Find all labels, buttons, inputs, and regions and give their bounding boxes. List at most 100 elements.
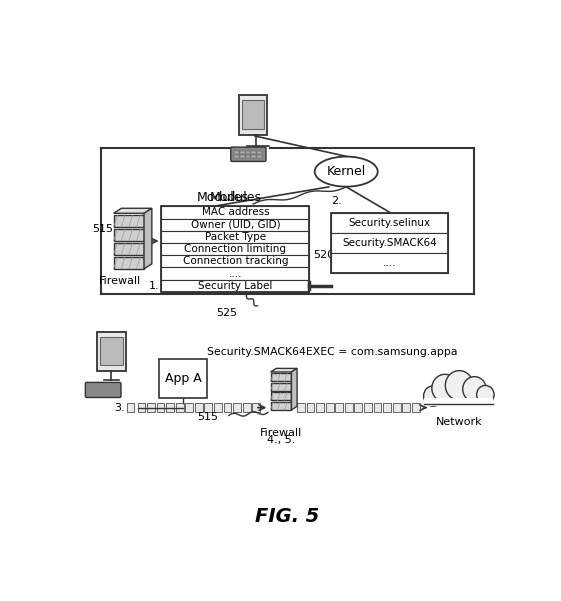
Bar: [113, 229, 144, 241]
Text: Modules: Modules: [209, 191, 261, 204]
Bar: [162, 255, 309, 267]
Bar: [251, 156, 256, 158]
Bar: [162, 279, 309, 292]
Bar: [355, 403, 362, 412]
Bar: [270, 373, 291, 382]
Polygon shape: [144, 209, 152, 269]
Circle shape: [463, 377, 486, 401]
Text: App A: App A: [165, 372, 201, 385]
Bar: [307, 403, 315, 412]
Text: 4., 5.: 4., 5.: [267, 435, 295, 445]
Text: Modules: Modules: [196, 191, 249, 204]
Bar: [147, 403, 155, 412]
Bar: [233, 403, 241, 412]
FancyBboxPatch shape: [85, 382, 121, 397]
Ellipse shape: [315, 157, 378, 187]
Bar: [157, 403, 164, 412]
Bar: [326, 403, 334, 412]
Text: Connection tracking: Connection tracking: [182, 257, 288, 266]
Bar: [331, 254, 448, 273]
Polygon shape: [113, 209, 152, 213]
Text: Kernel: Kernel: [327, 165, 366, 178]
Bar: [270, 401, 291, 410]
Bar: [162, 267, 309, 279]
Text: 2.: 2.: [331, 197, 342, 206]
Text: 3.: 3.: [114, 403, 125, 413]
Text: 1.: 1.: [149, 281, 159, 291]
Bar: [270, 392, 291, 400]
Bar: [257, 151, 261, 154]
Text: FIG. 5: FIG. 5: [255, 507, 320, 526]
Bar: [162, 243, 309, 255]
Bar: [425, 398, 493, 406]
Bar: [335, 403, 343, 412]
Text: Security.SMACK64EXEC = com.samsung.appa: Security.SMACK64EXEC = com.samsung.appa: [207, 347, 458, 357]
Bar: [166, 403, 174, 412]
Bar: [393, 403, 401, 412]
Bar: [257, 156, 261, 158]
Text: Firewall: Firewall: [99, 276, 141, 285]
Text: Packet Type: Packet Type: [205, 232, 266, 242]
Bar: [240, 156, 245, 158]
Bar: [224, 403, 232, 412]
FancyBboxPatch shape: [231, 147, 266, 162]
Bar: [240, 151, 245, 154]
Text: Connection limiting: Connection limiting: [185, 244, 286, 254]
Bar: [204, 403, 212, 412]
Bar: [243, 403, 251, 412]
Bar: [331, 213, 448, 233]
Text: ....: ....: [383, 258, 397, 269]
Bar: [234, 151, 239, 154]
Bar: [331, 213, 448, 273]
Bar: [402, 403, 410, 412]
Text: MAC address: MAC address: [201, 207, 269, 218]
Bar: [251, 151, 256, 154]
Text: 525: 525: [216, 308, 237, 318]
Bar: [246, 151, 250, 154]
Circle shape: [445, 371, 473, 400]
Bar: [331, 233, 448, 254]
Circle shape: [432, 374, 458, 402]
Bar: [100, 337, 123, 365]
Text: Security.SMACK64: Security.SMACK64: [342, 239, 437, 248]
Bar: [162, 206, 309, 219]
Bar: [234, 156, 239, 158]
Bar: [137, 403, 145, 412]
Bar: [316, 403, 324, 412]
Bar: [246, 156, 250, 158]
Polygon shape: [270, 368, 297, 372]
Text: 520: 520: [314, 250, 335, 260]
Bar: [162, 219, 309, 231]
Bar: [113, 257, 144, 269]
Text: Network: Network: [436, 417, 482, 427]
Bar: [96, 332, 126, 371]
Bar: [242, 100, 264, 129]
Bar: [195, 403, 203, 412]
Bar: [297, 403, 305, 412]
Text: 515: 515: [197, 412, 218, 422]
Bar: [127, 403, 135, 412]
Text: Security Label: Security Label: [198, 281, 273, 291]
Bar: [238, 96, 267, 135]
Bar: [162, 206, 309, 292]
Text: ....: ....: [228, 269, 242, 279]
Bar: [113, 215, 144, 227]
Bar: [162, 231, 309, 243]
Bar: [270, 383, 291, 391]
Bar: [364, 403, 372, 412]
Bar: [374, 403, 381, 412]
FancyBboxPatch shape: [159, 359, 207, 398]
Text: Security.selinux: Security.selinux: [348, 218, 431, 228]
Circle shape: [477, 385, 494, 404]
Bar: [176, 403, 183, 412]
Bar: [113, 243, 144, 255]
Bar: [214, 403, 222, 412]
Polygon shape: [291, 368, 297, 410]
Bar: [412, 403, 420, 412]
Bar: [185, 403, 193, 412]
Text: Owner (UID, GID): Owner (UID, GID): [191, 220, 280, 230]
Text: Firewall: Firewall: [260, 429, 302, 439]
Bar: [252, 403, 260, 412]
Bar: [345, 403, 353, 412]
Bar: [383, 403, 391, 412]
